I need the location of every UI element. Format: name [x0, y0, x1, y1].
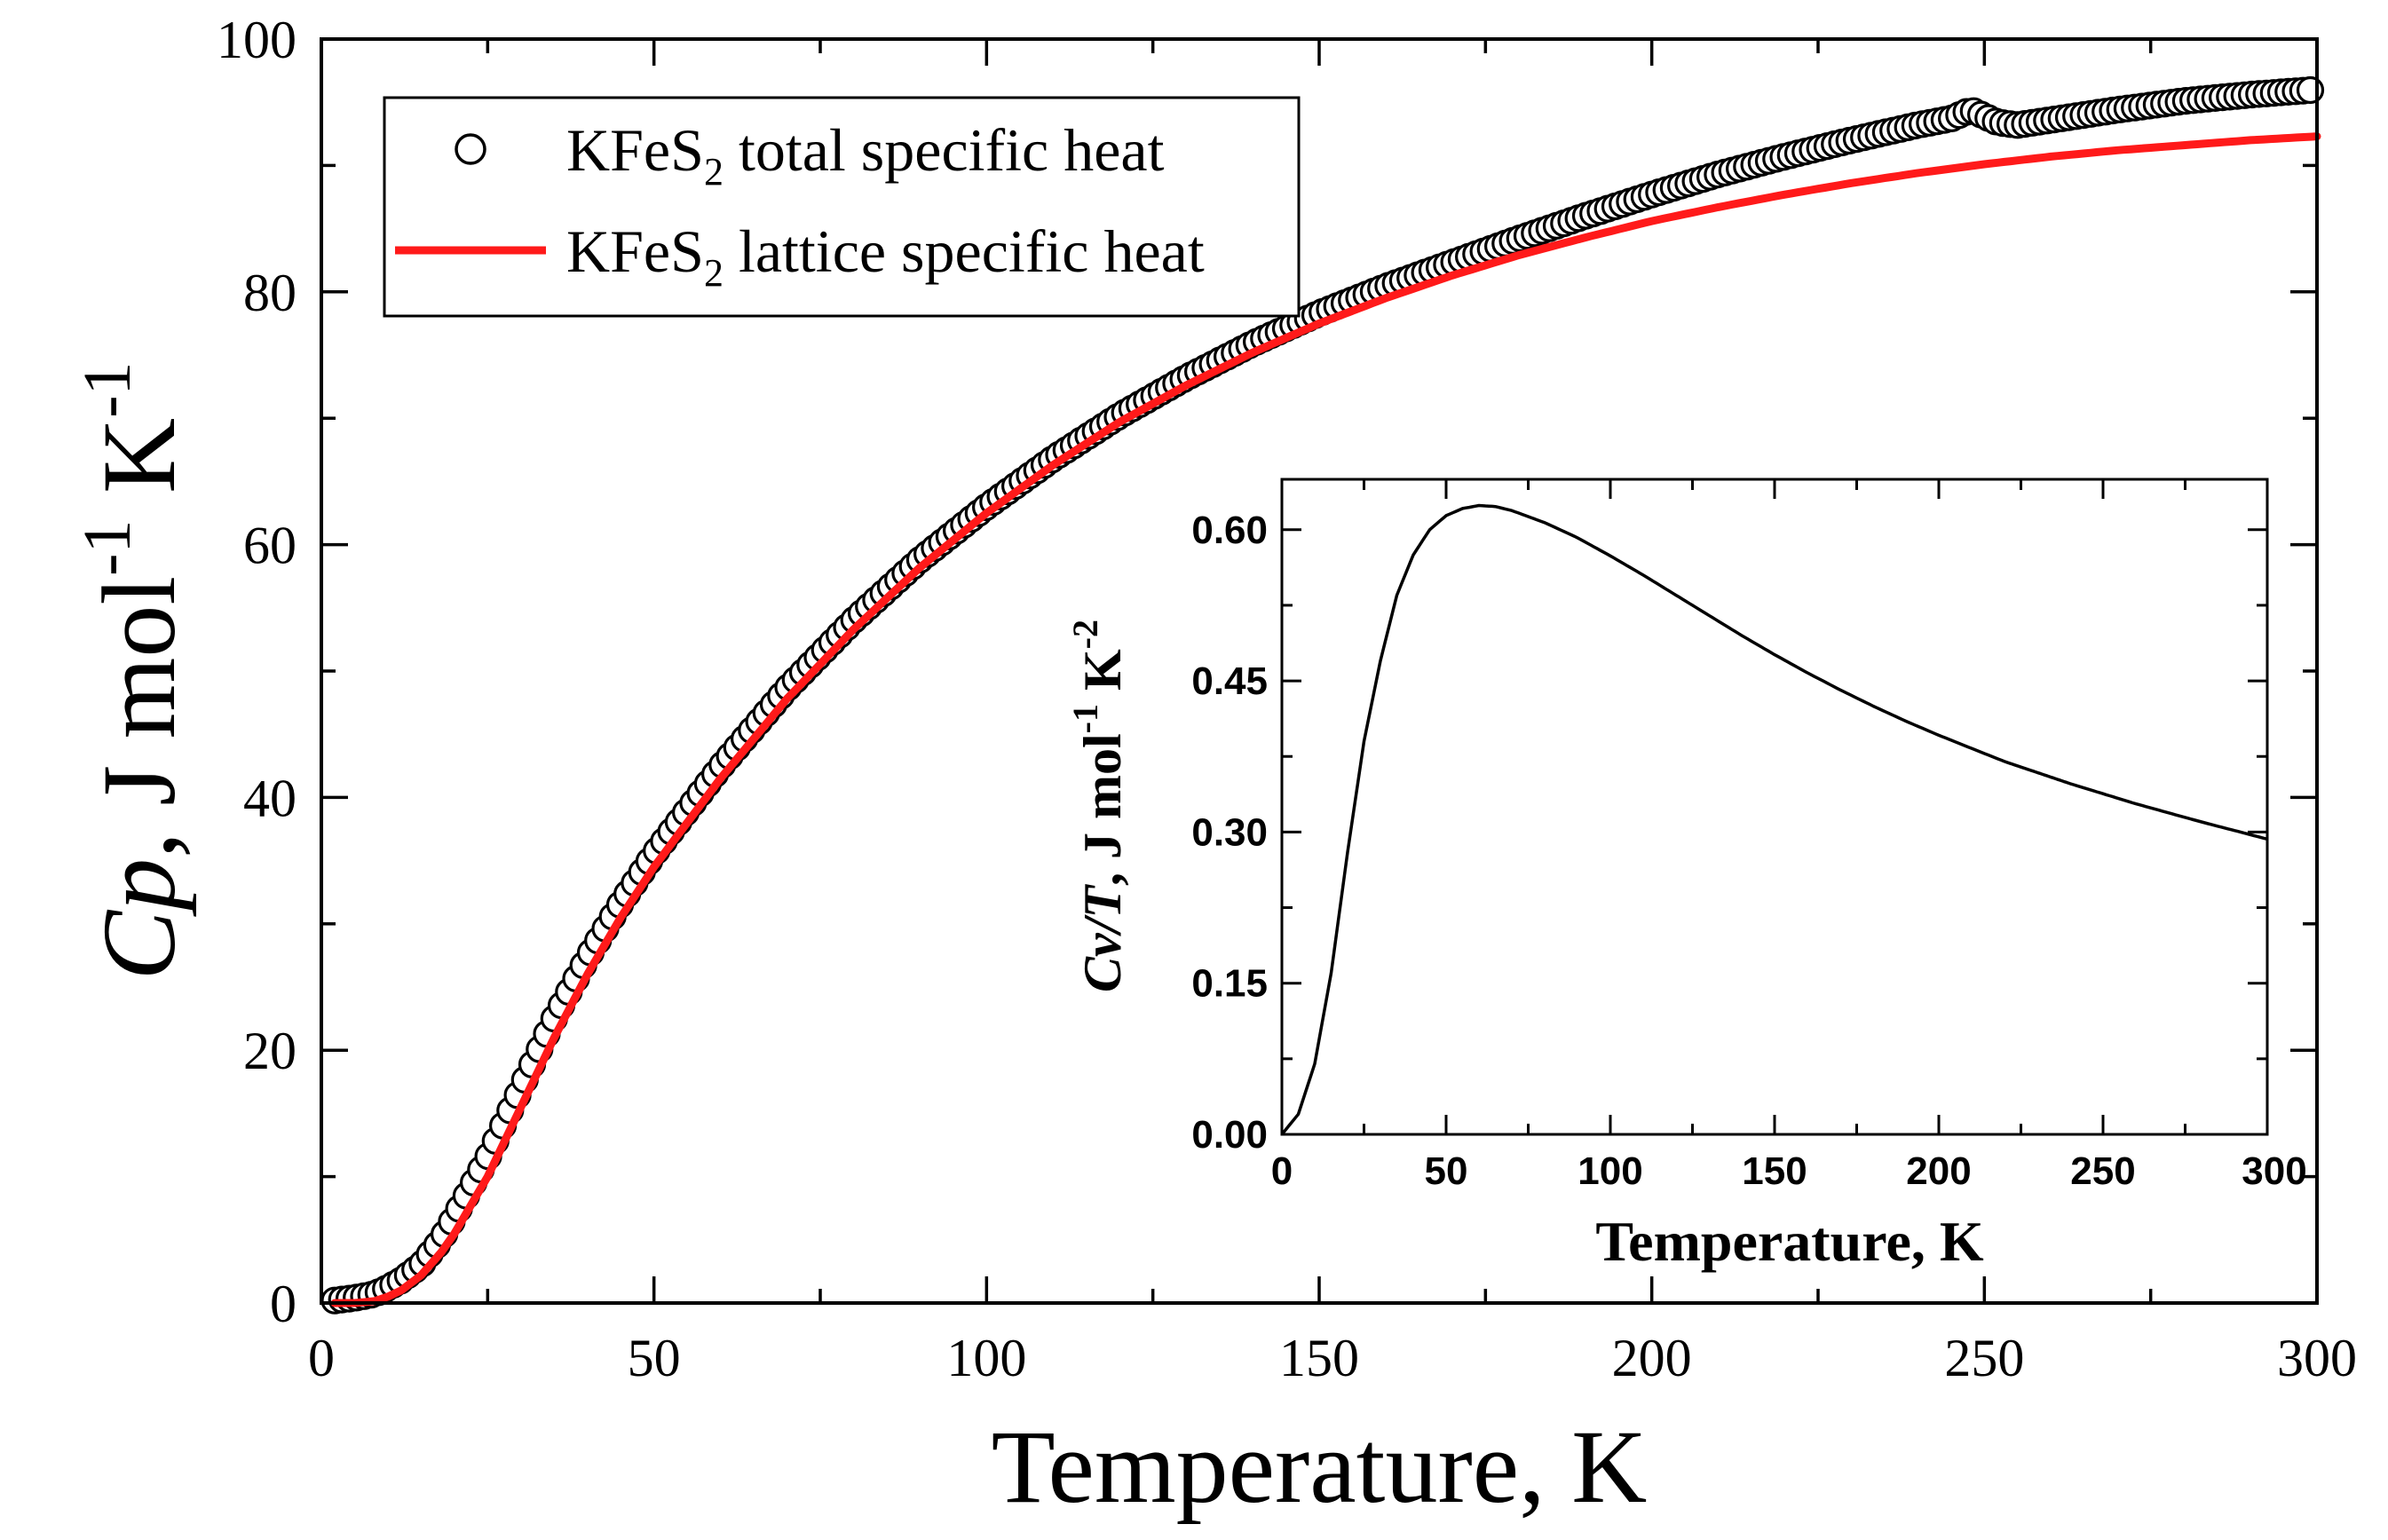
inset-y-axis-mid: K: [1073, 649, 1132, 704]
legend-label-lattice-sub: 2: [704, 251, 724, 295]
x-tick-label: 100: [1578, 1149, 1642, 1193]
x-tick-label: 300: [2242, 1149, 2306, 1193]
inset-y-tick-labels: 0.00 0.15 0.30 0.45 0.60: [1191, 509, 1268, 1157]
main-y-tick-labels: 0 20 40 60 80 100: [217, 11, 297, 1333]
y-tick-label: 0.15: [1191, 962, 1268, 1006]
x-tick-label: 250: [2070, 1149, 2135, 1193]
y-tick-label: 0.45: [1191, 659, 1268, 703]
main-y-axis-symbol: Cp: [81, 858, 197, 981]
main-y-axis-label: Cp, J mol-1 K-1: [70, 361, 197, 980]
total-specific-heat-point: [2296, 75, 2325, 105]
inset-x-axis-label: Temperature, K: [1595, 1210, 1984, 1273]
legend: KFeS2 total specific heat KFeS2 lattice …: [383, 96, 1301, 318]
inset-y-axis-symbol: Cv/T: [1073, 884, 1132, 992]
x-tick-label: 200: [1612, 1329, 1692, 1387]
inset-background: [1282, 479, 2267, 1134]
y-tick-label: 100: [217, 11, 297, 69]
main-x-axis-label: Temperature, K: [992, 1409, 1648, 1525]
lattice-specific-heat-line: [330, 132, 2321, 1307]
inset-y-axis-unit-prefix: , J mol: [1073, 733, 1132, 886]
y-tick-label: 40: [243, 769, 297, 827]
main-y-axis-exp2: -1: [70, 361, 145, 417]
inset-y-axis-exp2: -2: [1065, 620, 1105, 649]
legend-label-lattice-main: KFeS: [566, 217, 704, 285]
inset-y-axis-label: Cv/T, J mol-1 K-2: [1065, 620, 1132, 992]
inset-y-axis-exp1: -1: [1065, 704, 1105, 733]
x-tick-label: 300: [2277, 1329, 2357, 1387]
legend-marker-circle: [455, 133, 486, 165]
main-y-axis-unit-prefix: , J mol: [81, 576, 197, 858]
x-tick-label: 200: [1906, 1149, 1971, 1193]
x-tick-label: 250: [1944, 1329, 2024, 1387]
x-tick-label: 50: [1425, 1149, 1468, 1193]
main-axis-ticks: [320, 37, 2319, 1305]
y-tick-label: 0.00: [1191, 1113, 1268, 1157]
legend-box: [383, 96, 1301, 318]
y-tick-label: 80: [243, 264, 297, 322]
inset-x-tick-labels: 0 50 100 150 200 250 300: [1271, 1149, 2307, 1193]
x-tick-label: 0: [308, 1329, 335, 1387]
legend-label-total: KFeS2 total specific heat: [566, 116, 1165, 193]
y-tick-label: 60: [243, 517, 297, 575]
legend-label-total-main: KFeS: [566, 116, 704, 184]
legend-label-total-sub: 2: [704, 150, 724, 193]
main-y-axis-exp1: -1: [70, 520, 145, 576]
x-tick-label: 100: [946, 1329, 1026, 1387]
inset-plot: 0 50 100 150 200 250 300 0.000.150.300.450.60 …: [1065, 478, 2307, 1273]
main-x-tick-labels: 0 50 100 150 200 250 300: [308, 1329, 2357, 1387]
x-tick-label: 150: [1279, 1329, 1359, 1387]
x-tick-label: 150: [1742, 1149, 1807, 1193]
main-y-axis-mid: K: [81, 418, 197, 520]
y-tick-label: 0: [270, 1275, 297, 1333]
y-tick-label: 0.60: [1191, 509, 1268, 552]
legend-label-lattice-rest: lattice specific heat: [724, 217, 1205, 285]
inset-cv-over-t-line: [1280, 503, 2268, 1136]
y-tick-label: 20: [243, 1022, 297, 1080]
inset-axis-ticks: [1280, 479, 2269, 1136]
legend-label-lattice: KFeS2 lattice specific heat: [566, 217, 1205, 295]
x-tick-label: 0: [1271, 1149, 1293, 1193]
x-tick-label: 50: [628, 1329, 681, 1387]
y-tick-label: 0.30: [1191, 810, 1268, 854]
legend-label-total-rest: total specific heat: [724, 116, 1165, 184]
